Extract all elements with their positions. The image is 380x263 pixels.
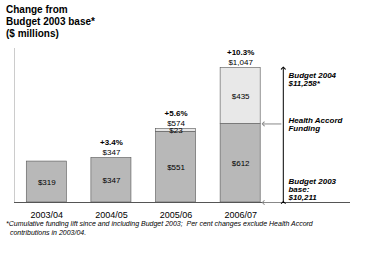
html-text:*Cumulative funding lift since: *Cumulative funding lift since and inclu…	[6, 220, 313, 236]
svg-text:$435: $435	[232, 92, 250, 101]
svg-text:2004/05: 2004/05	[95, 210, 128, 220]
html-text:Change from: Change from	[6, 4, 68, 15]
html-text:Budget 2003 base*: Budget 2003 base*	[6, 16, 95, 27]
svg-text:2003/04: 2003/04	[31, 210, 64, 220]
svg-text:+5.6%: +5.6%	[165, 109, 188, 118]
svg-text:$574: $574	[167, 119, 185, 128]
svg-text:Budget 2004$11,258*: Budget 2004$11,258*	[287, 71, 336, 88]
svg-text:$347: $347	[103, 176, 121, 185]
svg-text:$1,047: $1,047	[228, 58, 253, 67]
svg-text:$612: $612	[232, 159, 250, 168]
svg-text:2005/06: 2005/06	[160, 210, 193, 220]
svg-text:$319: $319	[38, 178, 56, 187]
svg-text:$23: $23	[169, 125, 183, 135]
svg-text:Health AccordFunding: Health AccordFunding	[288, 116, 343, 133]
svg-text:$551: $551	[167, 163, 185, 172]
svg-text:+3.4%: +3.4%	[100, 138, 123, 147]
svg-text:Budget 2003base:$10,211: Budget 2003base:$10,211	[287, 177, 336, 202]
svg-text:+10.3%: +10.3%	[227, 48, 254, 57]
svg-text:$347: $347	[103, 148, 121, 157]
html-text:($ millions): ($ millions)	[6, 28, 59, 39]
svg-text:2006/07: 2006/07	[224, 210, 257, 220]
